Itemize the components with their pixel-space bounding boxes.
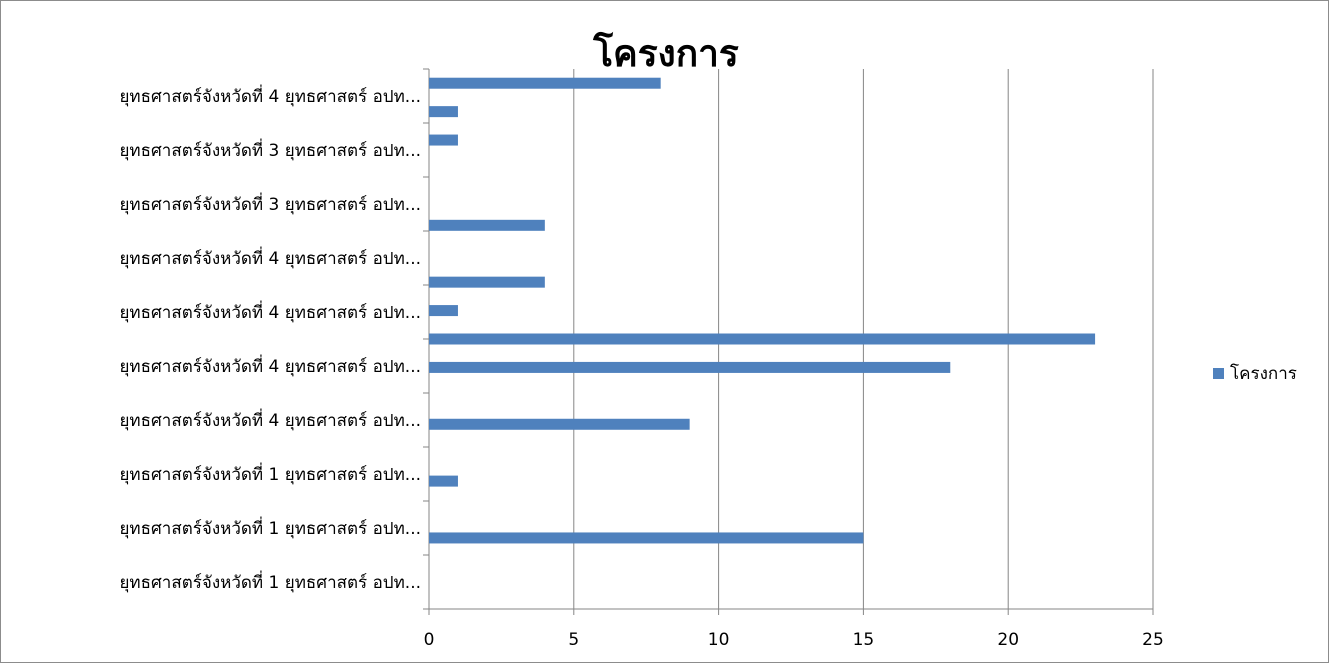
bar <box>429 106 458 118</box>
category-label: ยุทธศาสตร์จังหวัดที่ 3 ยุทธศาสตร์ อปท... <box>119 192 421 215</box>
category-label: ยุทธศาสตร์จังหวัดที่ 1 ยุทธศาสตร์ อปท... <box>119 462 421 485</box>
chart-title: โครงการ <box>592 31 739 75</box>
category-label: ยุทธศาสตร์จังหวัดที่ 4 ยุทธศาสตร์ อปท... <box>119 354 421 377</box>
category-label: ยุทธศาสตร์จังหวัดที่ 1 ยุทธศาสตร์ อปท... <box>119 570 421 593</box>
category-label: ยุทธศาสตร์จังหวัดที่ 4 ยุทธศาสตร์ อปท... <box>119 84 421 107</box>
bar <box>429 361 951 373</box>
bars <box>429 77 1096 544</box>
category-label: ยุทธศาสตร์จังหวัดที่ 3 ยุทธศาสตร์ อปท... <box>119 138 421 161</box>
bar <box>429 333 1096 345</box>
bar <box>429 134 458 146</box>
bar <box>429 305 458 317</box>
x-tick-label: 0 <box>424 630 435 650</box>
x-tick-label: 20 <box>997 630 1019 650</box>
legend-swatch <box>1213 368 1224 379</box>
category-label: ยุทธศาสตร์จังหวัดที่ 4 ยุทธศาสตร์ อปท... <box>119 246 421 269</box>
bar <box>429 532 864 544</box>
x-tick-label: 10 <box>708 630 730 650</box>
bar <box>429 418 690 430</box>
x-tick-label: 25 <box>1142 630 1164 650</box>
bar <box>429 77 661 89</box>
x-tick-label: 5 <box>568 630 579 650</box>
category-label: ยุทธศาสตร์จังหวัดที่ 4 ยุทธศาสตร์ อปท... <box>119 300 421 323</box>
bar <box>429 475 458 487</box>
legend: โครงการ <box>1213 363 1297 384</box>
axis-labels: 0 5 10 15 20 25 ยุทธศาสตร์จังหวัดที่ 1 ยุทธศาส… <box>119 84 1163 650</box>
x-tick-label: 15 <box>853 630 875 650</box>
category-label: ยุทธศาสตร์จังหวัดที่ 1 ยุทธศาสตร์ อปท... <box>119 516 421 539</box>
bar <box>429 219 545 231</box>
legend-label: โครงการ <box>1230 363 1297 384</box>
category-label: ยุทธศาสตร์จังหวัดที่ 4 ยุทธศาสตร์ อปท... <box>119 408 421 431</box>
bar <box>429 276 545 288</box>
